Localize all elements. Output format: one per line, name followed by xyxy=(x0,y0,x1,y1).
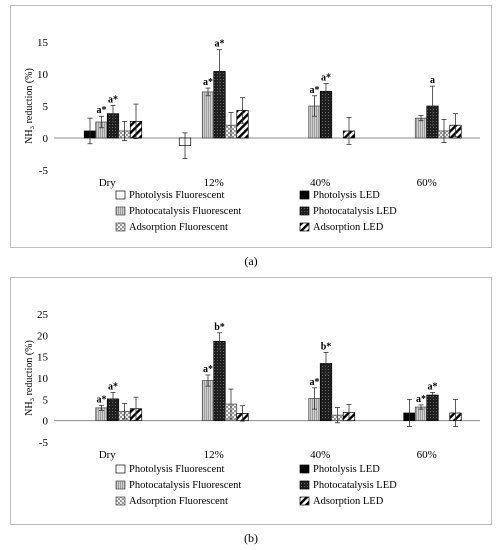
significance-label: a* xyxy=(428,382,438,393)
y-tick-label: -5 xyxy=(39,165,49,177)
significance-label: a* xyxy=(108,94,118,105)
y-tick-label: 10 xyxy=(37,373,49,385)
legend-entry: Adsorption LED xyxy=(313,222,384,233)
panel-caption: (a) xyxy=(244,254,258,268)
y-tick-label: 5 xyxy=(43,101,49,113)
significance-label: a* xyxy=(203,364,213,375)
bar-chart-b: -5 0 5 10 15 20 25 NH₃ reduction (%) Dry 12% 40% 60… xyxy=(24,309,480,507)
x-tick-label: 60% xyxy=(417,177,437,189)
legend-entry: Photocatalysis Fluorescent xyxy=(129,480,241,491)
significance-label: a* xyxy=(310,85,320,96)
x-tick-label: 40% xyxy=(310,449,330,461)
bar xyxy=(414,117,428,139)
y-tick-label: 15 xyxy=(37,352,49,364)
significance-label: a* xyxy=(108,382,118,393)
y-axis-label: NH₃ reduction (%) xyxy=(24,340,35,416)
significance-label: a* xyxy=(97,105,107,116)
figure-panel-b: -5 0 5 10 15 20 25 NH₃ reduction (%) Dry 12% 40% 60… xyxy=(0,272,502,550)
significance-label: a* xyxy=(203,77,213,88)
y-tick-label: -5 xyxy=(39,437,49,449)
x-tick-label: Dry xyxy=(99,449,117,461)
y-tick-label: 15 xyxy=(37,37,49,49)
panel-caption: (b) xyxy=(244,531,258,545)
significance-label: a* xyxy=(416,394,426,405)
legend-swatch xyxy=(299,496,310,506)
x-tick-label: 60% xyxy=(417,449,437,461)
legend-entry: Adsorption Fluorescent xyxy=(129,222,228,233)
legend-swatch xyxy=(115,190,126,200)
chart-frame xyxy=(10,277,492,525)
y-tick-label: 10 xyxy=(37,69,49,81)
legend-entry: Adsorption LED xyxy=(313,496,384,507)
x-tick-label: 12% xyxy=(204,177,224,189)
y-tick-label: 25 xyxy=(37,309,49,321)
y-axis-label: NH₃ reduction (%) xyxy=(24,68,35,144)
bar xyxy=(201,91,215,139)
legend-swatch xyxy=(115,222,126,232)
legend-entry: Adsorption Fluorescent xyxy=(129,496,228,507)
legend-swatch xyxy=(299,480,310,490)
significance-label: b* xyxy=(214,322,225,333)
legend-entry: Photocatalysis LED xyxy=(313,480,397,491)
legend-swatch xyxy=(299,206,310,216)
x-tick-label: 40% xyxy=(310,177,330,189)
y-tick-label: 0 xyxy=(43,416,49,428)
y-tick-label: 5 xyxy=(43,394,49,406)
significance-label: a* xyxy=(215,39,225,50)
figure-panel-a: -5 0 5 10 15 NH₃ reduction (%) Dry 12% 40% 60% a* a… xyxy=(0,0,502,272)
x-tick-label: Dry xyxy=(99,177,117,189)
legend-swatch xyxy=(299,190,310,200)
bar xyxy=(213,340,226,422)
significance-label: a* xyxy=(97,394,107,405)
legend-entry: Photolysis LED xyxy=(313,464,380,475)
significance-label: b* xyxy=(321,341,332,352)
legend-entry: Photolysis Fluorescent xyxy=(129,464,224,475)
y-tick-label: 20 xyxy=(37,330,49,342)
significance-label: a* xyxy=(321,73,331,84)
legend-entry: Photocatalysis LED xyxy=(313,206,397,217)
legend-entry: Photolysis Fluorescent xyxy=(129,190,224,201)
bar xyxy=(426,394,439,422)
legend-swatch xyxy=(299,464,310,474)
significance-label: a xyxy=(430,75,435,86)
legend-swatch xyxy=(299,222,310,232)
bar xyxy=(201,380,215,422)
chart-frame xyxy=(10,5,492,248)
significance-label: a* xyxy=(310,377,320,388)
legend-entry: Photocatalysis Fluorescent xyxy=(129,206,241,217)
legend-swatch xyxy=(115,464,126,474)
legend-entry: Photolysis LED xyxy=(313,190,380,201)
legend-swatch xyxy=(115,480,126,490)
x-tick-label: 12% xyxy=(204,449,224,461)
legend-swatch xyxy=(115,496,126,506)
legend-swatch xyxy=(115,206,126,216)
y-tick-label: 0 xyxy=(43,133,49,145)
